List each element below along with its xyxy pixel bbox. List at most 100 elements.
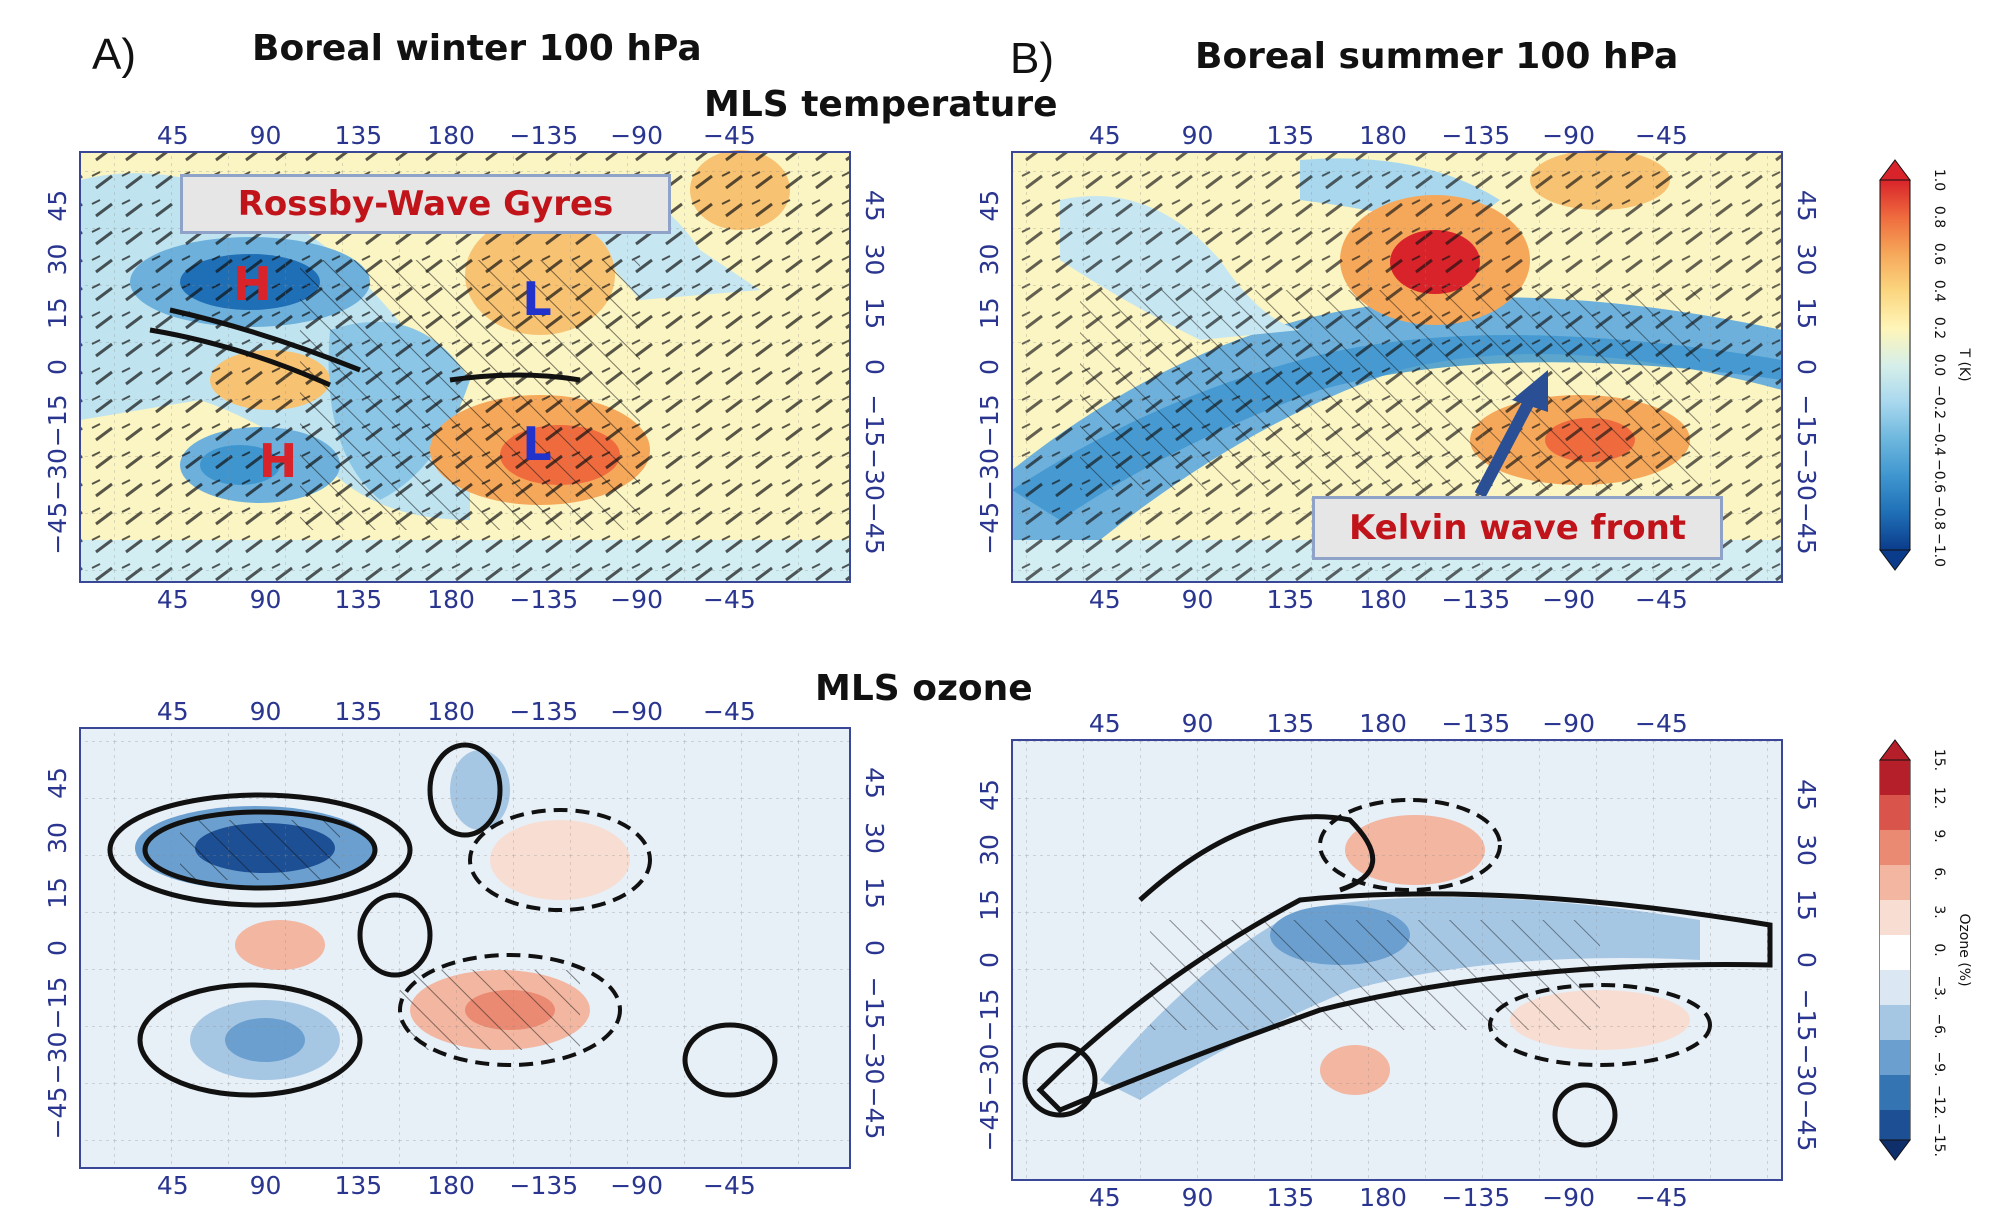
lat-tick-label: −45 [975, 1099, 1004, 1152]
lat-tick-label: 0 [1792, 359, 1821, 375]
lat-tick-label: 0 [1792, 952, 1821, 968]
lon-tick-label: 90 [1182, 121, 1214, 150]
temperature-colorbar-tick: 1.0 [1931, 169, 1947, 191]
lon-tick-label: −90 [610, 697, 663, 726]
lon-tick-label: −135 [510, 585, 579, 614]
lon-tick-label: −135 [510, 1171, 579, 1200]
lon-tick-label: 90 [250, 1171, 282, 1200]
lon-tick-label: −135 [1442, 121, 1511, 150]
lon-tick-label: 90 [1182, 1183, 1214, 1211]
lat-tick-label: −15 [43, 394, 72, 447]
lon-tick-label: 90 [250, 585, 282, 614]
lon-tick-label: 45 [157, 1171, 189, 1200]
ozone-colorbar-tick: −9. [1931, 1051, 1947, 1076]
ozone-colorbar-tick: −6. [1931, 1013, 1947, 1038]
lon-tick-label: −135 [1442, 709, 1511, 738]
lat-tick-label: 30 [43, 822, 72, 854]
lon-tick-label: 90 [250, 121, 282, 150]
lat-tick-label: 45 [975, 779, 1004, 811]
lat-tick-label: −30 [43, 448, 72, 501]
lon-tick-label: −90 [610, 1171, 663, 1200]
lon-tick-label: −90 [1542, 121, 1595, 150]
lat-tick-label: −45 [43, 1087, 72, 1140]
lon-tick-label: 135 [1266, 121, 1314, 150]
lat-tick-label: −45 [860, 502, 889, 555]
lon-tick-label: −45 [703, 121, 756, 150]
lon-tick-label: −90 [610, 585, 663, 614]
panel-a-title: Boreal winter 100 hPa [252, 28, 702, 69]
lat-tick-label: 0 [43, 940, 72, 956]
lon-tick-label: 135 [334, 121, 382, 150]
ozone-colorbar-tick: 12. [1931, 787, 1947, 809]
temperature-colorbar-tick: −0.4 [1931, 422, 1947, 456]
lon-tick-label: 180 [1359, 121, 1407, 150]
temperature-row-title: MLS temperature [704, 84, 1058, 125]
lat-tick-label: 45 [1792, 779, 1821, 811]
lon-tick-label: −90 [1542, 1183, 1595, 1211]
lat-tick-label: −15 [1792, 989, 1821, 1042]
lat-tick-label: 15 [975, 889, 1004, 921]
lon-tick-label: 45 [157, 121, 189, 150]
ozone-colorbar-tick: 6. [1931, 867, 1947, 880]
lon-tick-label: 135 [1266, 1183, 1314, 1211]
temperature-colorbar [1879, 159, 1911, 571]
ozone-colorbar-tick: −3. [1931, 975, 1947, 1000]
lon-tick-label: −45 [1635, 1183, 1688, 1211]
lon-tick-label: −45 [703, 585, 756, 614]
lon-tick-label: 90 [1182, 585, 1214, 614]
lat-tick-label: 30 [860, 244, 889, 276]
lon-tick-label: 45 [1089, 121, 1121, 150]
lat-tick-label: 30 [43, 244, 72, 276]
lat-tick-label: −45 [1792, 1099, 1821, 1152]
temperature-colorbar-tick: 0.0 [1931, 354, 1947, 376]
ozone-colorbar-unit: Ozone (%) [1956, 913, 1972, 986]
lat-tick-label: 15 [860, 877, 889, 909]
lon-tick-label: 90 [1182, 709, 1214, 738]
lat-tick-label: 15 [1792, 297, 1821, 329]
lat-tick-label: −15 [1792, 394, 1821, 447]
lat-tick-label: 0 [43, 359, 72, 375]
lon-tick-label: 45 [1089, 709, 1121, 738]
panel-a-ozone-map [79, 727, 851, 1169]
lat-tick-label: −30 [860, 448, 889, 501]
temperature-colorbar-tick: −0.6 [1931, 459, 1947, 493]
lon-tick-label: 135 [1266, 709, 1314, 738]
lon-tick-label: 45 [1089, 1183, 1121, 1211]
lat-tick-label: −45 [860, 1087, 889, 1140]
colorbar-tick-labels: −1.0 −0.8 −0.6 −0.4 −0.2 0.0 0.2 0.4 0.6 0.8 1.0 T … [1931, 169, 1972, 1157]
lon-tick-label: 180 [1359, 709, 1407, 738]
temperature-colorbar-tick: −1.0 [1931, 533, 1947, 567]
lon-tick-label: 180 [1359, 1183, 1407, 1211]
ozone-colorbar-tick: 9. [1931, 829, 1947, 842]
lat-tick-label: 15 [860, 297, 889, 329]
ozone-colorbar [1879, 739, 1911, 1161]
ozone-colorbar-tick: 3. [1931, 905, 1947, 918]
ozone-colorbar-tick: 15. [1931, 749, 1947, 771]
panel-b-label: B) [1010, 34, 1054, 83]
lat-tick-label: 15 [1792, 889, 1821, 921]
lon-tick-label: 135 [334, 585, 382, 614]
lat-tick-label: −30 [975, 448, 1004, 501]
lon-tick-label: 135 [334, 1171, 382, 1200]
lon-tick-label: −45 [1635, 121, 1688, 150]
lat-tick-label: 30 [975, 244, 1004, 276]
lon-tick-label: 45 [1089, 585, 1121, 614]
lon-tick-label: 45 [157, 585, 189, 614]
panel-b-ozone-map [1011, 739, 1783, 1181]
temperature-colorbar-tick: 0.2 [1931, 317, 1947, 339]
lat-tick-label: −15 [860, 394, 889, 447]
lon-tick-label: −45 [1635, 585, 1688, 614]
lat-tick-label: 45 [43, 767, 72, 799]
panel-b-title: Boreal summer 100 hPa [1195, 36, 1679, 77]
lat-tick-label: 15 [43, 877, 72, 909]
lat-tick-label: 30 [1792, 834, 1821, 866]
lat-tick-label: 45 [43, 190, 72, 222]
temperature-colorbar-tick: 0.8 [1931, 206, 1947, 228]
kelvin-wave-front-label: Kelvin wave front [1312, 496, 1723, 560]
lat-tick-label: −15 [860, 977, 889, 1030]
lat-tick-label: 30 [860, 822, 889, 854]
lon-tick-label: 180 [427, 697, 475, 726]
temperature-colorbar-tick: 0.6 [1931, 243, 1947, 265]
high-pressure-marker: H [233, 257, 272, 311]
lat-tick-label: 0 [860, 359, 889, 375]
